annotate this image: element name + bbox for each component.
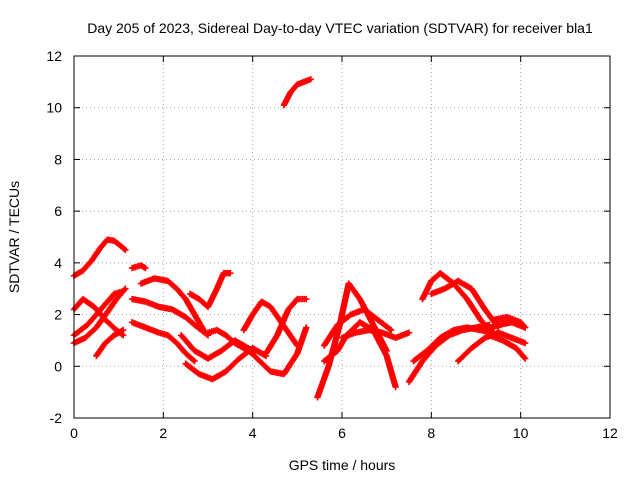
tick-labels: 0 2 4 6 8 10 12 -2 0 2 4 6 8 10 12 <box>46 48 618 441</box>
y-tick-label: 6 <box>54 203 62 219</box>
x-tick-label: 12 <box>602 425 618 441</box>
y-axis-label: SDTVAR / TECUs <box>6 181 22 293</box>
data-point-markers <box>338 326 413 342</box>
series-arc-25 <box>428 277 502 331</box>
data-point-markers <box>490 313 529 331</box>
x-axis-label: GPS time / hours <box>289 457 396 473</box>
chart-title: Day 205 of 2023, Sidereal Day-to-day VTE… <box>87 20 593 36</box>
data-series-layer <box>70 76 529 401</box>
series-arc-9 <box>137 275 207 334</box>
x-tick-label: 2 <box>159 425 167 441</box>
data-point-markers <box>128 262 149 272</box>
series-arc-17 <box>280 76 314 109</box>
x-tick-label: 8 <box>427 425 435 441</box>
y-tick-label: 8 <box>54 151 62 167</box>
x-tick-label: 0 <box>70 425 78 441</box>
x-tick-label: 6 <box>338 425 346 441</box>
data-point-markers <box>428 277 502 331</box>
series-arc-19 <box>320 306 395 349</box>
y-tick-label: 2 <box>54 307 62 323</box>
series-arc-29 <box>486 332 529 362</box>
data-point-markers <box>70 236 129 279</box>
x-tick-label: 10 <box>513 425 529 441</box>
data-point-markers <box>486 332 529 362</box>
series-arc-21 <box>338 326 413 342</box>
series-arc-28 <box>490 313 529 331</box>
series-arc-5 <box>93 326 127 360</box>
series-arc-6 <box>128 262 149 272</box>
series-arc-1 <box>70 236 129 279</box>
grid <box>74 56 610 418</box>
series-arc-16 <box>262 295 310 357</box>
data-point-markers <box>93 326 127 360</box>
y-tick-label: 4 <box>54 255 62 271</box>
data-point-markers <box>186 270 234 311</box>
series-arc-8 <box>128 319 198 365</box>
x-tick-label: 4 <box>249 425 257 441</box>
axis-ticks <box>73 55 611 419</box>
data-point-markers <box>262 295 310 357</box>
y-tick-label: 10 <box>46 100 62 116</box>
y-tick-label: -2 <box>50 410 63 426</box>
y-tick-label: 12 <box>46 48 62 64</box>
data-point-markers <box>320 306 395 349</box>
series-arc-10 <box>186 270 234 311</box>
series-arc-15 <box>240 324 310 378</box>
data-point-markers <box>280 76 314 109</box>
y-tick-label: 0 <box>54 358 62 374</box>
data-point-markers <box>137 275 207 334</box>
data-point-markers <box>128 319 198 365</box>
data-point-markers <box>240 324 310 378</box>
